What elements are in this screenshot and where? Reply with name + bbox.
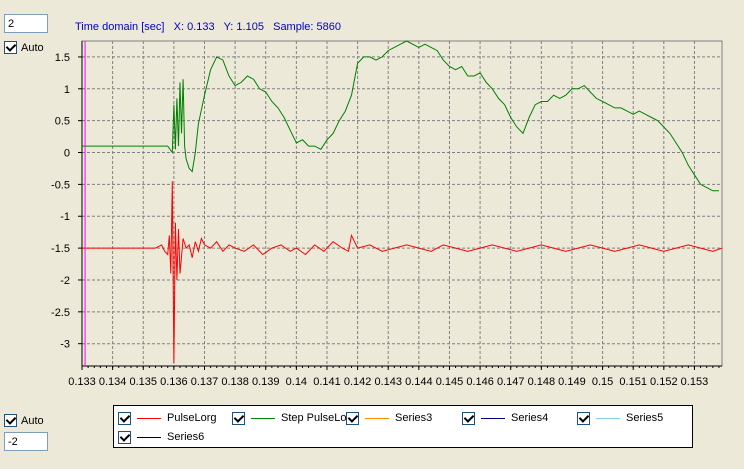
legend-item-series3[interactable]: Series3 — [346, 411, 432, 425]
x-tick-label: 0.143 — [374, 376, 402, 388]
series-lines — [82, 40, 723, 363]
legend-swatch — [365, 417, 389, 419]
y-tick-label: -2.5 — [51, 307, 70, 319]
cursor-readout: Time domain [sec] X: 0.133 Y: 1.105 Samp… — [75, 21, 341, 33]
x-tick-label: 0.148 — [528, 376, 556, 388]
x-tick-label: 0.135 — [129, 376, 157, 388]
auto-top-checkbox[interactable] — [4, 41, 17, 54]
legend-label: PulseLorg — [167, 412, 217, 424]
plot-background — [81, 40, 723, 367]
y-min-input[interactable] — [4, 432, 48, 451]
y-tick-label: 1.5 — [55, 52, 70, 64]
legend-swatch — [251, 417, 275, 419]
chart-area[interactable]: 1.510.50-0.5-1-1.5-2-2.5-3 0.133 0.134 0.1… — [0, 0, 744, 400]
x-tick-label: 0.153 — [681, 376, 709, 388]
legend-swatch — [596, 417, 620, 419]
legend-swatch — [137, 417, 161, 419]
legend-checkbox[interactable] — [118, 411, 131, 425]
legend-item-pulselorg[interactable]: PulseLorg — [118, 411, 217, 425]
y-max-input[interactable] — [4, 14, 48, 33]
y-tick-label: -1 — [60, 211, 70, 223]
x-tick-label: 0.137 — [191, 376, 219, 388]
y-tick-label: 0 — [64, 148, 70, 160]
x-tick-label: 0.15 — [592, 376, 613, 388]
legend-checkbox[interactable] — [577, 411, 590, 425]
y-axis: 1.5 1 0.5 0 -0.5 -1 -1.5 -2 -2.5 -3 — [51, 41, 83, 366]
x-tick-label: 0.142 — [344, 376, 372, 388]
auto-bottom-checkbox[interactable] — [4, 414, 17, 427]
x-tick-label: 0.145 — [436, 376, 464, 388]
legend-item-series6[interactable]: Series6 — [118, 430, 204, 444]
legend-swatch — [137, 436, 161, 438]
x-tick-label: 0.134 — [99, 376, 127, 388]
x-tick-label: 0.138 — [221, 376, 249, 388]
auto-top-label: Auto — [21, 41, 44, 54]
y-tick-label: -2 — [60, 275, 70, 287]
y-tick-label: -3 — [60, 339, 70, 351]
series-line-step-pulselorg — [82, 40, 719, 192]
legend-checkbox[interactable] — [118, 430, 131, 444]
x-tick-label: 0.147 — [497, 376, 525, 388]
x-tick-label: 0.149 — [558, 376, 586, 388]
auto-scale-top-toggle[interactable]: Auto — [4, 41, 44, 54]
legend-checkbox[interactable] — [462, 411, 475, 425]
x-tick-label: 0.151 — [619, 376, 647, 388]
x-tick-label: 0.146 — [466, 376, 494, 388]
legend-label: Series5 — [626, 412, 664, 424]
y-tick-label: 0.5 — [55, 116, 70, 128]
auto-scale-bottom-toggle[interactable]: Auto — [4, 414, 44, 427]
legend: PulseLorg Step PulseLorg Series3 Series4… — [113, 405, 693, 448]
y-tick-label: -0.5 — [51, 179, 70, 191]
x-tick-label: 0.144 — [405, 376, 433, 388]
y-tick-label: -1.5 — [51, 243, 70, 255]
legend-item-step-pulselorg[interactable]: Step PulseLorg — [232, 411, 356, 425]
y-tick-label: 1 — [64, 84, 70, 96]
legend-checkbox[interactable] — [346, 411, 359, 425]
legend-item-series5[interactable]: Series5 — [577, 411, 663, 425]
auto-bottom-label: Auto — [21, 414, 44, 427]
x-tick-label: 0.139 — [252, 376, 280, 388]
legend-item-series4[interactable]: Series4 — [462, 411, 548, 425]
x-tick-label: 0.141 — [313, 376, 341, 388]
legend-checkbox[interactable] — [232, 411, 245, 425]
series-line-pulselorg — [82, 181, 723, 363]
legend-swatch — [481, 417, 505, 419]
legend-label: Series6 — [167, 431, 205, 443]
x-tick-label: 0.136 — [160, 376, 188, 388]
legend-label: Series4 — [511, 412, 549, 424]
x-tick-label: 0.152 — [650, 376, 678, 388]
legend-label: Series3 — [395, 412, 433, 424]
legend-label: Step PulseLorg — [281, 412, 357, 424]
x-tick-label: 0.14 — [286, 376, 307, 388]
x-tick-label: 0.133 — [68, 376, 96, 388]
x-axis: 0.133 0.134 0.135 0.136 0.137 0.138 0.139 0.14 0… — [68, 365, 722, 388]
